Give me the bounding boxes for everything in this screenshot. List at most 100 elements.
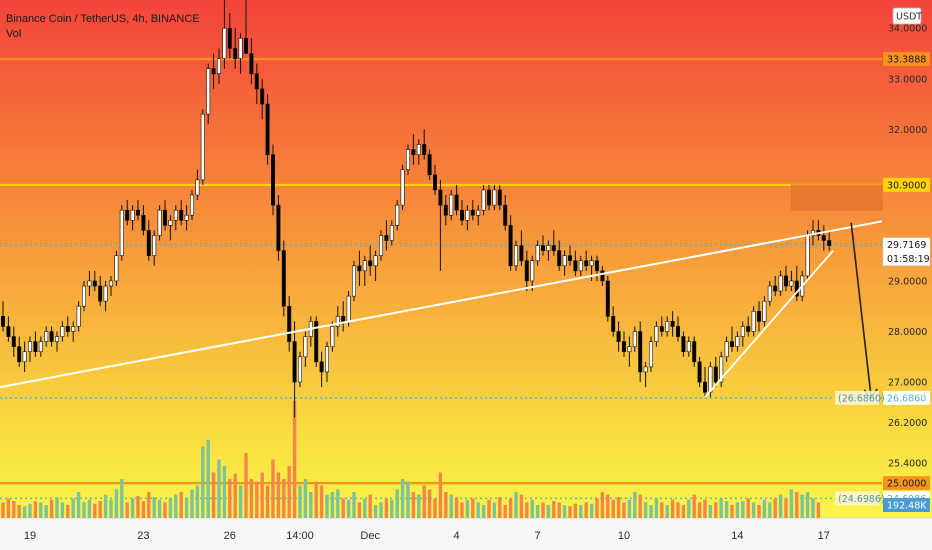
price-tick-label: 25.4000 bbox=[888, 458, 927, 469]
candle-body bbox=[540, 245, 545, 251]
candle-body bbox=[497, 189, 502, 206]
symbol-title[interactable]: Binance Coin / TetherUS, 4h, BINANCE bbox=[6, 13, 200, 25]
volume-bar bbox=[427, 489, 432, 518]
candle-body bbox=[546, 245, 551, 251]
candle-body bbox=[438, 189, 443, 206]
volume-bar bbox=[368, 494, 372, 518]
volume-bar bbox=[805, 492, 810, 518]
candle-body bbox=[222, 27, 227, 59]
volume-bar bbox=[660, 502, 664, 518]
volume-bar bbox=[390, 499, 394, 518]
volume-bar bbox=[325, 494, 329, 518]
candle-body bbox=[38, 341, 43, 353]
candle-body bbox=[654, 326, 659, 342]
candle-body bbox=[681, 336, 686, 353]
candle-body bbox=[513, 245, 518, 267]
volume-bar bbox=[147, 492, 151, 518]
volume-bar bbox=[687, 499, 691, 518]
candle-body bbox=[65, 326, 70, 332]
time-tick-label: 14 bbox=[731, 530, 743, 542]
volume-bar bbox=[579, 505, 583, 518]
level-1-badge-bg bbox=[883, 52, 930, 67]
price-tick-label: 32.0000 bbox=[888, 125, 927, 136]
time-axis[interactable]: 19 23 26 14:00 Dec 4 7 10 14 17 bbox=[24, 530, 830, 542]
volume-bar bbox=[465, 499, 470, 518]
target-price-badge: 26.6860 bbox=[887, 393, 926, 404]
volume-bar bbox=[665, 505, 669, 518]
volume-bar bbox=[503, 505, 507, 518]
volume-bar bbox=[33, 501, 38, 518]
candle-body bbox=[179, 209, 184, 221]
candle-body bbox=[49, 331, 54, 342]
volume-bar bbox=[130, 498, 135, 518]
volume-bar bbox=[460, 502, 464, 518]
candle-body bbox=[378, 235, 383, 256]
volume-bar bbox=[109, 499, 113, 518]
price-tick-label: 33.0000 bbox=[888, 74, 927, 85]
volume-bar bbox=[584, 502, 588, 518]
volume-bar bbox=[811, 498, 815, 518]
volume-bar bbox=[103, 494, 108, 518]
volume-bar bbox=[557, 502, 561, 518]
volume-bar bbox=[681, 505, 686, 518]
time-tick-label: 4 bbox=[454, 530, 460, 542]
volume-bar bbox=[552, 501, 556, 518]
candle-body bbox=[27, 341, 32, 353]
price-tick-label: 29.0000 bbox=[888, 276, 927, 287]
volume-bar bbox=[309, 492, 313, 518]
candle-body bbox=[292, 341, 297, 383]
chart-legend: Binance Coin / TetherUS, 4h, BINANCE Vol bbox=[6, 12, 200, 42]
candle-body bbox=[459, 209, 464, 221]
volume-bar bbox=[454, 497, 459, 518]
time-tick-label: 14:00 bbox=[286, 530, 314, 542]
candle-body bbox=[605, 280, 610, 317]
volume-bar bbox=[400, 479, 405, 518]
rising-trendline bbox=[0, 220, 883, 389]
candle-body bbox=[443, 204, 448, 216]
volume-bar bbox=[481, 505, 486, 518]
volume-bar bbox=[525, 502, 529, 518]
candle-body bbox=[789, 280, 794, 287]
candle-body bbox=[465, 209, 470, 221]
candle-body bbox=[476, 209, 481, 216]
candle-body bbox=[584, 260, 589, 267]
candle-body bbox=[481, 189, 486, 211]
volume-bar bbox=[93, 503, 97, 518]
candle-body bbox=[136, 209, 141, 216]
candle-body bbox=[146, 230, 151, 256]
volume-bar bbox=[697, 502, 702, 518]
candle-body bbox=[227, 27, 232, 49]
volume-bar bbox=[778, 494, 783, 518]
plot-background bbox=[0, 0, 882, 518]
volume-bar bbox=[514, 492, 518, 518]
candle-body bbox=[643, 366, 648, 373]
volume-bar bbox=[228, 479, 232, 518]
time-tick-label: 26 bbox=[224, 530, 236, 542]
time-axis-background bbox=[0, 518, 932, 550]
volume-bar bbox=[741, 501, 745, 518]
volume-label[interactable]: Vol bbox=[6, 28, 22, 40]
candle-body bbox=[141, 214, 146, 231]
volume-bar bbox=[627, 499, 632, 518]
volume-bar bbox=[12, 501, 16, 518]
candle-body bbox=[319, 361, 324, 373]
countdown-badge: 01:58:19 bbox=[887, 254, 930, 265]
volume-bar bbox=[363, 498, 367, 518]
volume-bar bbox=[39, 502, 43, 518]
candle-body bbox=[168, 219, 173, 226]
price-badges: 33.3888 30.9000 29.7169 01:58:19 26.6860 25.0… bbox=[835, 7, 931, 512]
volume-bar bbox=[573, 503, 578, 518]
volume-bar bbox=[519, 494, 524, 518]
candle-body bbox=[254, 73, 259, 90]
candle-body bbox=[44, 331, 49, 342]
candle-body bbox=[287, 305, 292, 342]
candle-body bbox=[400, 169, 405, 206]
volume-bar bbox=[357, 502, 362, 518]
volume-bar bbox=[141, 501, 146, 518]
currency-tag: USDT bbox=[896, 12, 922, 23]
volume-bar bbox=[676, 502, 680, 518]
drawings[interactable] bbox=[0, 184, 883, 400]
volume-bar bbox=[233, 473, 237, 518]
